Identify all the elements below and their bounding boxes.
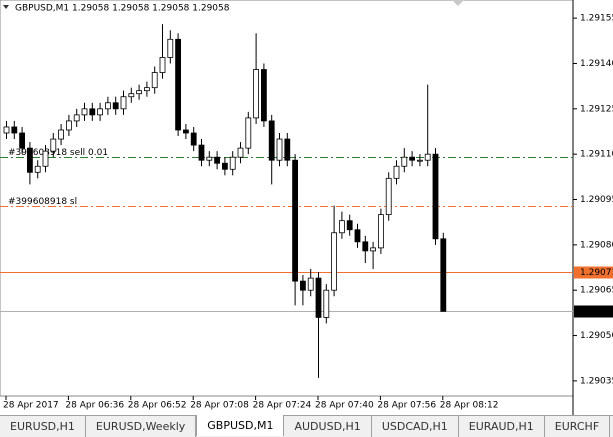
candle-body [3,126,10,134]
candle-body [182,129,189,134]
candle-body [159,57,166,73]
candle-body [323,289,330,318]
candle-body [97,108,103,116]
candle-body [34,165,41,173]
candle-body [331,232,338,291]
candle-body [66,120,72,131]
level-label: #399608918 sell 0.01 [8,148,108,158]
y-tick-label: 1.29110 [580,150,613,160]
candle-body [112,102,119,110]
y-tick-label: 1.29035 [580,376,613,386]
tab-bar: EURUSD,H1 EURUSD,Weekly GBPUSD,M1 AUDUSD,H1… [0,415,613,437]
menu-triangle[interactable] [3,5,9,9]
candle-body [73,114,80,122]
candle-body [370,247,377,252]
candle-body [409,156,416,161]
candle-body [175,38,182,131]
candle-body [416,159,423,162]
candle-body [299,280,306,291]
candle-body [260,69,267,122]
x-tick-label: 28 Apr 08:12 [440,401,499,411]
y-tick-label: 1.29140 [580,59,613,69]
x-tick-label: 28 Apr 07:56 [377,401,436,411]
level-label: #399608918 sl [8,197,77,207]
candle-body [276,138,283,161]
chart-tab[interactable]: EURUSD,H1 [0,416,86,437]
y-tick-label: 1.29095 [580,195,613,205]
candle-body [136,90,143,95]
chart-tab[interactable]: USDCAD,H1 [372,416,459,437]
candle-body [26,147,33,173]
shift-marker [452,0,464,6]
candle-body [198,144,205,161]
candle-body [401,156,408,167]
x-tick-label: 28 Apr 07:08 [190,401,249,411]
candle-body [206,156,213,161]
candle-body [253,69,260,119]
candle-body [143,87,150,92]
y-tick-label: 1.29050 [580,331,613,341]
x-tick-label: 28 Apr 06:36 [65,401,124,411]
candle-body [432,153,439,240]
candle-body [424,153,431,161]
candle-body [268,120,275,161]
candle-body [89,108,96,116]
candle-body [229,156,236,170]
candle-body [346,220,353,231]
chart-tab[interactable]: EURUSD,Weekly [86,416,197,437]
chart-tab[interactable]: EURAUD,H1 [459,416,545,437]
candle-body [105,102,111,110]
price-box [574,266,613,279]
chart-tab[interactable]: AUDUSD,H1 [284,416,372,437]
candle-body [19,132,26,149]
candle-body [58,129,64,140]
candle-body [385,177,392,216]
price-box [574,305,613,318]
candle-body [221,162,228,170]
y-tick-label: 1.29065 [580,286,613,296]
candle-body [128,93,135,98]
y-tick-label: 1.29080 [580,240,613,250]
candle-body [42,150,49,167]
y-tick-label: 1.29125 [580,104,613,114]
chart: GBPUSD,M1 1.29058 1.29058 1.29058 1.2905… [0,0,613,415]
plot-frame [0,0,574,397]
x-tick-label: 28 Apr 2017 [3,401,59,411]
chart-tab[interactable]: GBPUSD,M1 [196,415,285,436]
candle-body [307,277,314,291]
candle-body [315,277,322,318]
candle-body [11,126,18,134]
candle-body [50,138,57,152]
candle-body [362,241,369,252]
chart-title: GBPUSD,M1 1.29058 1.29058 1.29058 1.2905… [15,4,230,14]
candle-body [167,38,174,58]
candle-body [237,147,244,158]
candle-body [377,214,384,249]
candle-body [81,108,88,116]
y-tick-label: 1.29155 [580,14,613,24]
candle-body [440,238,447,312]
candle-body [284,138,291,161]
candle-body [354,229,361,243]
candle-body [292,159,299,282]
candle-body [120,96,127,110]
x-tick-label: 28 Apr 07:40 [315,401,374,411]
chart-tab[interactable]: EURCHF [545,416,611,437]
candle-body [245,117,252,149]
x-tick-label: 28 Apr 06:52 [128,401,187,411]
candle-body [214,156,221,164]
candle-body [190,132,197,146]
candle-body [393,165,400,179]
price-box-label: 1.29058 [580,307,613,317]
candle-body [151,72,158,89]
x-tick-label: 28 Apr 07:24 [253,401,312,411]
candle-body [338,220,345,234]
